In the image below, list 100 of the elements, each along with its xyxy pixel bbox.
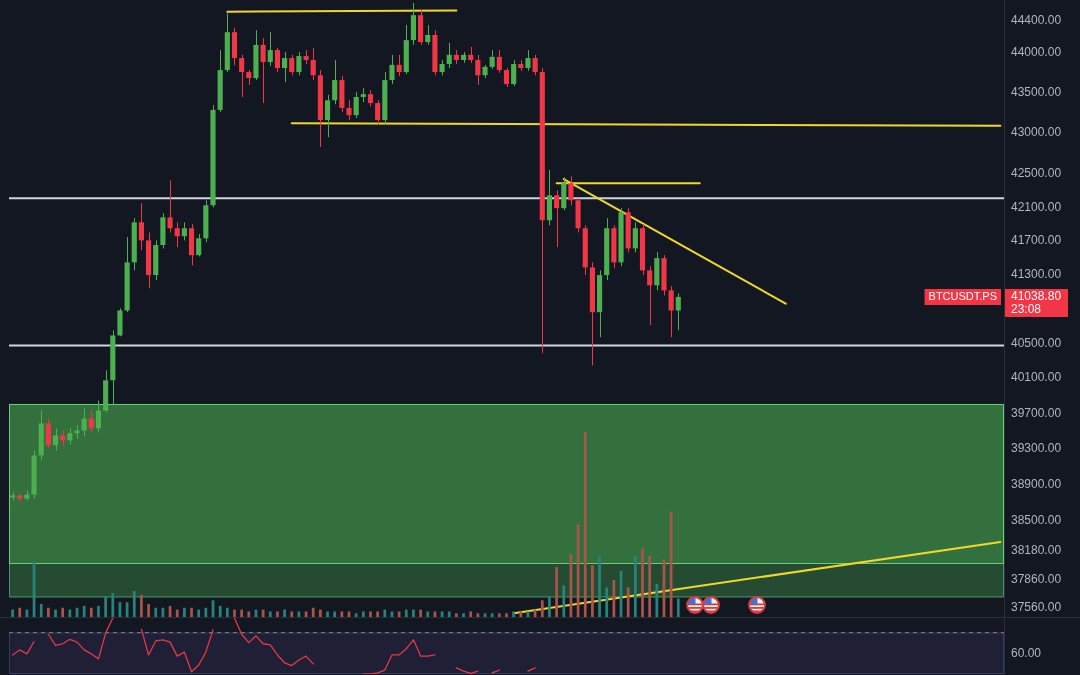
candlestick xyxy=(511,59,517,87)
bar xyxy=(147,604,150,617)
bar xyxy=(404,609,408,617)
candlestick xyxy=(475,54,481,86)
candlestick xyxy=(81,407,87,437)
bar xyxy=(676,598,680,617)
bar xyxy=(240,609,243,617)
candlestick xyxy=(647,265,653,326)
bar xyxy=(419,609,422,617)
bar xyxy=(82,605,86,617)
bar xyxy=(197,609,201,617)
bar xyxy=(225,607,229,617)
bar xyxy=(276,611,279,617)
candlestick xyxy=(45,418,51,449)
candlestick xyxy=(88,410,94,433)
bar xyxy=(11,609,14,617)
bar xyxy=(412,609,415,617)
bar xyxy=(548,596,551,617)
bar xyxy=(655,583,659,617)
bar xyxy=(218,605,222,617)
bar xyxy=(104,596,107,617)
candlestick xyxy=(389,54,395,85)
candlestick xyxy=(632,221,638,253)
candlestick xyxy=(324,94,331,138)
bar xyxy=(669,511,673,617)
candlestick xyxy=(282,51,288,83)
candlestick xyxy=(346,99,352,121)
candlestick xyxy=(267,31,273,67)
candlestick xyxy=(425,24,431,46)
bar xyxy=(490,613,494,617)
bar xyxy=(183,607,186,617)
bar xyxy=(68,609,72,617)
bar xyxy=(555,567,558,617)
candlestick xyxy=(668,285,674,338)
bar xyxy=(626,587,630,617)
bar xyxy=(469,611,473,617)
bar xyxy=(268,611,272,617)
bar xyxy=(648,555,652,617)
bar xyxy=(111,592,115,617)
candlestick xyxy=(675,292,681,331)
bar xyxy=(47,607,50,617)
bar xyxy=(326,611,329,617)
candlestick xyxy=(196,233,202,257)
bar xyxy=(18,607,22,617)
bar xyxy=(605,587,609,617)
bar xyxy=(641,548,644,617)
bar xyxy=(562,585,566,617)
text: 60.00 xyxy=(1011,646,1042,661)
bar xyxy=(290,611,294,617)
candlestick xyxy=(181,221,187,241)
candlestick xyxy=(95,399,102,433)
candlestick xyxy=(174,221,180,248)
bar xyxy=(140,594,143,617)
bar xyxy=(583,432,587,617)
bar xyxy=(89,607,93,617)
candlestick xyxy=(496,49,502,74)
bar xyxy=(591,565,594,617)
candlestick xyxy=(274,47,281,73)
bar xyxy=(247,611,251,617)
candlestick xyxy=(138,202,145,251)
bar xyxy=(462,613,465,617)
candlestick xyxy=(296,51,302,76)
bar xyxy=(447,611,451,617)
bar xyxy=(132,591,136,617)
bar xyxy=(497,613,501,617)
candlestick xyxy=(568,175,574,206)
bar xyxy=(540,600,544,617)
candlestick xyxy=(310,47,316,81)
candlestick xyxy=(52,427,59,452)
candlestick xyxy=(353,91,359,119)
candlestick xyxy=(260,37,266,104)
bar xyxy=(311,607,315,617)
bar xyxy=(519,611,523,617)
candlestick xyxy=(525,49,531,72)
bar xyxy=(369,611,372,617)
bar xyxy=(598,555,601,617)
bar xyxy=(39,604,43,617)
bar xyxy=(233,609,236,617)
candlestick xyxy=(446,42,452,69)
bar xyxy=(61,607,65,617)
bar xyxy=(154,607,158,617)
candlestick xyxy=(396,54,402,77)
candlestick xyxy=(167,179,173,233)
bar xyxy=(383,609,387,617)
bar xyxy=(505,613,508,617)
bar xyxy=(319,609,322,617)
candlestick xyxy=(239,54,245,98)
bar xyxy=(204,607,208,617)
candlestick xyxy=(489,49,495,70)
bar xyxy=(283,609,286,617)
bar xyxy=(97,605,100,617)
candlestick xyxy=(554,189,560,248)
bar xyxy=(354,613,358,617)
bar xyxy=(190,607,193,617)
bar xyxy=(376,611,380,617)
bar xyxy=(175,609,179,617)
bar xyxy=(426,611,430,617)
candlestick xyxy=(289,54,295,76)
candlestick xyxy=(532,54,538,76)
bar xyxy=(455,613,458,617)
